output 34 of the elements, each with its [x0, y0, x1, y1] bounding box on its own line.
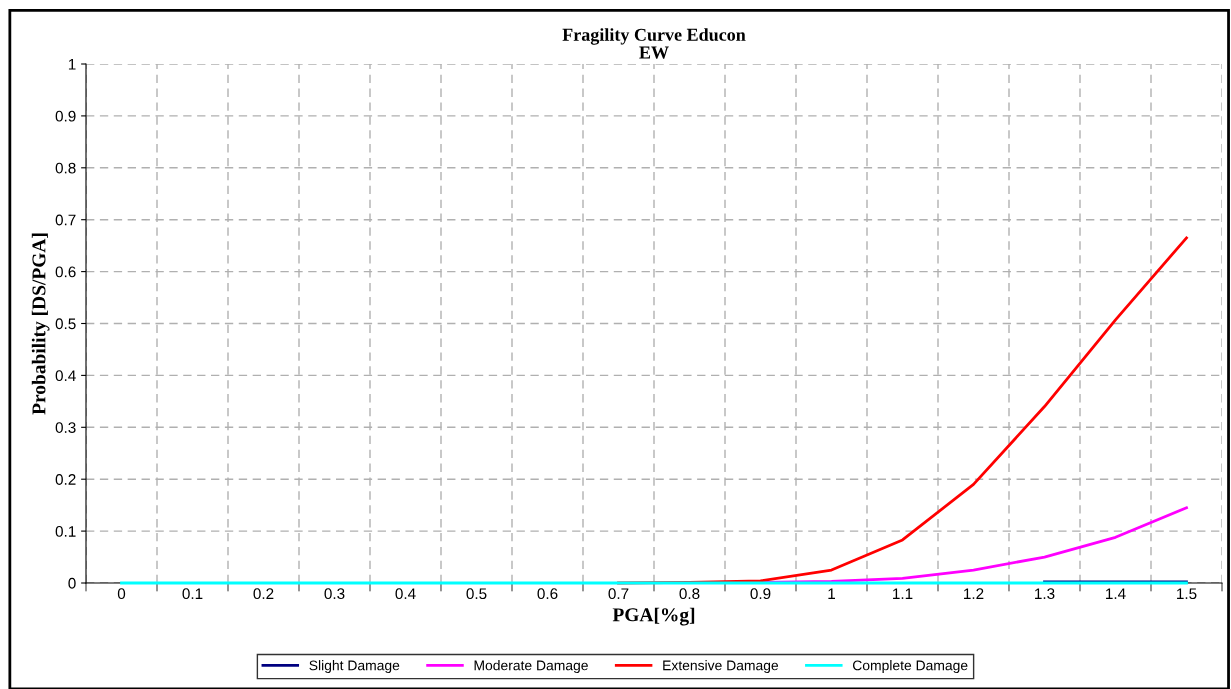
x-tick-label: 1.2	[964, 588, 984, 599]
chart-title: Fragility Curve Educon EW	[562, 28, 746, 59]
y-tick-label: 0.1	[55, 525, 76, 537]
x-tick-label: 0.3	[324, 588, 345, 600]
x-tick-label: 1.1	[893, 588, 913, 599]
x-tick-label: 0.9	[750, 588, 771, 600]
x-tick-label: 0.1	[182, 588, 203, 600]
y-tick-label: 0.9	[55, 110, 76, 122]
y-tick-label: 0.6	[55, 266, 76, 278]
x-tick-label: 1.4	[1106, 588, 1126, 599]
x-axis-title: PGA[%g]	[612, 607, 695, 626]
y-tick-label: 0.2	[55, 474, 76, 485]
y-tick-label: 0	[68, 577, 76, 589]
x-tick-label: 0	[117, 588, 126, 600]
legend-label: Moderate Damage	[474, 660, 588, 674]
y-tick-label: 0.7	[55, 214, 76, 226]
x-tick-label: 1.5	[1177, 588, 1197, 600]
y-tick-label: 1	[68, 59, 76, 70]
y-tick-label: 0.4	[55, 370, 76, 382]
x-tick-label: 1	[828, 588, 835, 599]
y-tick-label: 0.8	[55, 162, 76, 174]
y-axis-title: Probability [DS/PGA]	[31, 233, 50, 415]
legend-label: Slight Damage	[309, 660, 400, 674]
y-tick-label: 0.5	[55, 318, 76, 330]
x-tick-label: 0.2	[253, 588, 274, 600]
x-tick-label: 1.3	[1035, 588, 1055, 600]
x-tick-label: 0.7	[608, 588, 629, 600]
x-tick-label: 0.6	[537, 588, 558, 600]
x-tick-label: 0.8	[679, 588, 700, 600]
x-tick-label: 0.4	[395, 588, 416, 600]
legend-label: Complete Damage	[852, 660, 968, 674]
y-tick-label: 0.3	[55, 422, 76, 433]
legend-label: Extensive Damage	[663, 660, 779, 674]
x-tick-label: 0.5	[466, 588, 487, 600]
